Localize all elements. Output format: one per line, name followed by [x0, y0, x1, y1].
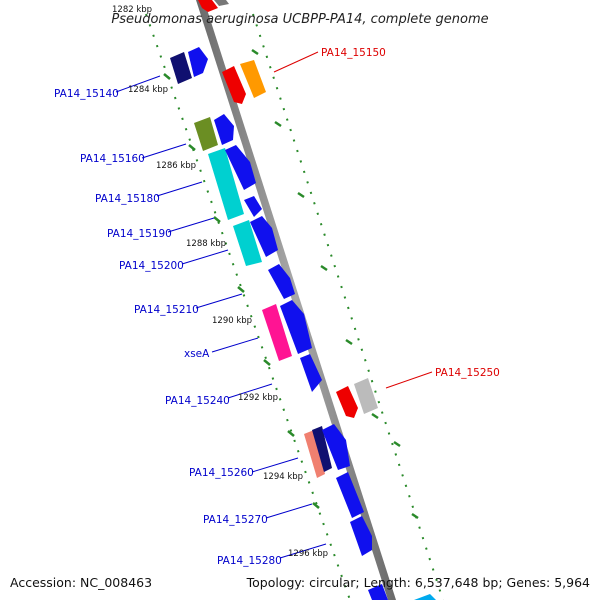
gene-arrow[interactable]: [240, 60, 266, 98]
gene-arrow[interactable]: [194, 117, 218, 151]
tick-mark: [371, 412, 379, 420]
tick-mark: [274, 120, 282, 128]
gene-label-pa14-15200[interactable]: PA14_15200: [119, 260, 184, 272]
kbp-label: 1286 kbp: [156, 161, 196, 171]
gene-arrow[interactable]: [214, 114, 234, 145]
gene-arrow[interactable]: [368, 584, 388, 600]
gene-arrow[interactable]: [188, 47, 208, 77]
gene-label-xsea[interactable]: xseA: [184, 348, 210, 360]
gene-label-pa14-15140[interactable]: PA14_15140: [54, 88, 119, 100]
gene-arrow[interactable]: [198, 0, 218, 12]
tick-mark: [251, 48, 259, 56]
tick-mark: [320, 264, 328, 272]
gene-arrow[interactable]: [280, 300, 312, 354]
gene-arrow[interactable]: [312, 426, 332, 472]
gene-arrow[interactable]: [354, 378, 378, 414]
left-strand-genes: [170, 47, 436, 600]
gene-arrow[interactable]: [222, 66, 246, 104]
gene-arrow[interactable]: [304, 430, 325, 478]
tick-mark: [213, 216, 221, 223]
gene-arrow[interactable]: [208, 148, 244, 220]
tick-mark: [411, 512, 419, 520]
gene-arrow[interactable]: [268, 264, 295, 299]
tick-mark: [393, 440, 401, 448]
gene-label-pa14-15150[interactable]: PA14_15150: [321, 47, 386, 59]
gene-arrow[interactable]: [233, 220, 262, 266]
dotted-guide-right: [252, 13, 444, 600]
tick-mark: [312, 502, 320, 509]
dotted-guide-left: [145, 13, 351, 600]
gene-label-pa14-15190[interactable]: PA14_15190: [107, 228, 172, 240]
gene-label-pa14-15160[interactable]: PA14_15160: [80, 153, 145, 165]
tick-mark: [237, 286, 245, 293]
kbp-labels: 1282 kbp 1284 kbp 1286 kbp 1288 kbp 1290…: [112, 5, 328, 559]
gene-label-pa14-15280[interactable]: PA14_15280: [217, 555, 282, 567]
gene-label-pa14-15270[interactable]: PA14_15270: [203, 514, 268, 526]
gene-label-pa14-15260[interactable]: PA14_15260: [189, 467, 254, 479]
gene-arrow[interactable]: [262, 304, 292, 361]
genome-backbone: [196, 0, 396, 600]
gene-label-pa14-15180[interactable]: PA14_15180: [95, 193, 160, 205]
gene-arrow[interactable]: [214, 0, 229, 6]
gene-arrow[interactable]: [322, 424, 350, 470]
gene-labels: PA14_15140 PA14_15150 PA14_15160 PA14_15…: [54, 47, 500, 567]
kbp-label: 1290 kbp: [212, 316, 252, 326]
kbp-label: 1294 kbp: [263, 472, 303, 482]
gene-arrow[interactable]: [300, 354, 322, 392]
right-strand-genes: [222, 60, 378, 418]
kbp-label-partial: 1282 kbp: [112, 5, 152, 15]
tick-mark: [263, 359, 271, 366]
gene-arrow[interactable]: [414, 594, 436, 600]
gene-arrow[interactable]: [250, 216, 278, 257]
tick-mark: [345, 338, 353, 346]
tick-mark: [163, 73, 171, 80]
kbp-label: 1296 kbp: [288, 549, 328, 559]
kbp-label: 1292 kbp: [238, 393, 278, 403]
tick-mark: [287, 430, 295, 437]
tick-mark: [188, 144, 196, 151]
accession-label: Accession: NC_008463: [10, 575, 152, 590]
gene-label-pa14-15210[interactable]: PA14_15210: [134, 304, 199, 316]
gene-arrow[interactable]: [225, 145, 256, 190]
kbp-label: 1288 kbp: [186, 239, 226, 249]
gene-arrow[interactable]: [336, 386, 358, 418]
kbp-label: 1284 kbp: [128, 85, 168, 95]
gene-arrow[interactable]: [244, 196, 262, 217]
gene-arrow[interactable]: [336, 472, 364, 518]
gene-arrow[interactable]: [170, 52, 192, 84]
label-connectors: [115, 51, 433, 559]
genome-summary: Topology: circular; Length: 6,537,648 bp…: [246, 575, 590, 590]
genome-title: Pseudomonas aeruginosa UCBPP-PA14, compl…: [111, 12, 488, 27]
tick-mark: [297, 191, 305, 199]
gene-label-pa14-15250[interactable]: PA14_15250: [435, 367, 500, 379]
tick-marks: [163, 48, 419, 520]
gene-label-pa14-15240[interactable]: PA14_15240: [165, 395, 230, 407]
gene-arrow[interactable]: [350, 516, 372, 556]
